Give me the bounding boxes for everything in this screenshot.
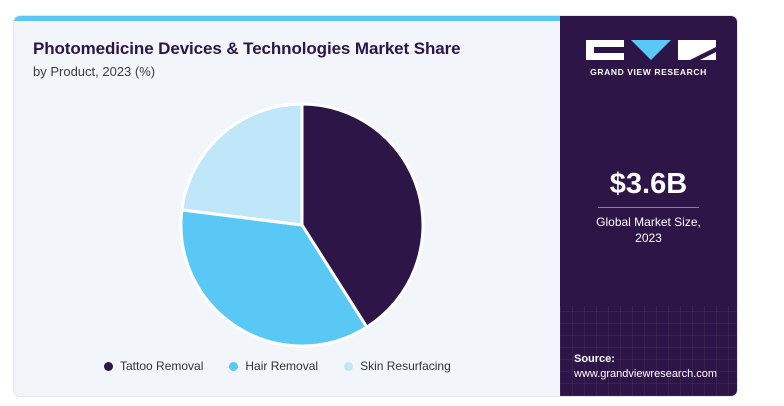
legend-item-tattoo-removal: Tattoo Removal [104, 359, 203, 373]
legend-item-hair-removal: Hair Removal [229, 359, 318, 373]
chart-subtitle: by Product, 2023 (%) [33, 64, 156, 79]
market-size-caption-line2: 2023 [635, 231, 662, 245]
source-label: Source: [574, 353, 615, 365]
source-link[interactable]: www.grandviewresearch.com [574, 368, 718, 380]
legend-swatch [229, 361, 239, 371]
legend-swatch [344, 361, 354, 371]
legend-label: Skin Resurfacing [360, 359, 451, 373]
chart-panel: Photomedicine Devices & Technologies Mar… [14, 16, 560, 396]
legend-label: Tattoo Removal [120, 359, 204, 373]
legend-item-skin-resurfacing: Skin Resurfacing [344, 359, 451, 373]
market-size-caption: Global Market Size, 2023 [560, 214, 737, 246]
infographic-card: Photomedicine Devices & Technologies Mar… [14, 16, 737, 396]
pie-chart [179, 102, 425, 348]
chart-title: Photomedicine Devices & Technologies Mar… [33, 39, 461, 58]
chart-legend: Tattoo Removal Hair Removal Skin Resurfa… [104, 359, 451, 373]
pie-slice-hair-removal [179, 208, 369, 348]
legend-swatch [104, 361, 113, 371]
pie-slice-skin-resurfacing [180, 102, 304, 227]
market-size-value: $3.6B [609, 168, 688, 200]
accent-stripe [14, 16, 560, 21]
decorative-pattern [560, 306, 737, 396]
grand-view-research-logo-icon [586, 40, 716, 60]
market-size-caption-line1: Global Market Size, [596, 215, 701, 229]
legend-label: Hair Removal [245, 359, 319, 373]
summary-sidebar: GRAND VIEW RESEARCH $3.6B Global Market … [560, 16, 737, 396]
divider [598, 207, 699, 208]
brand-name: GRAND VIEW RESEARCH [590, 67, 707, 77]
